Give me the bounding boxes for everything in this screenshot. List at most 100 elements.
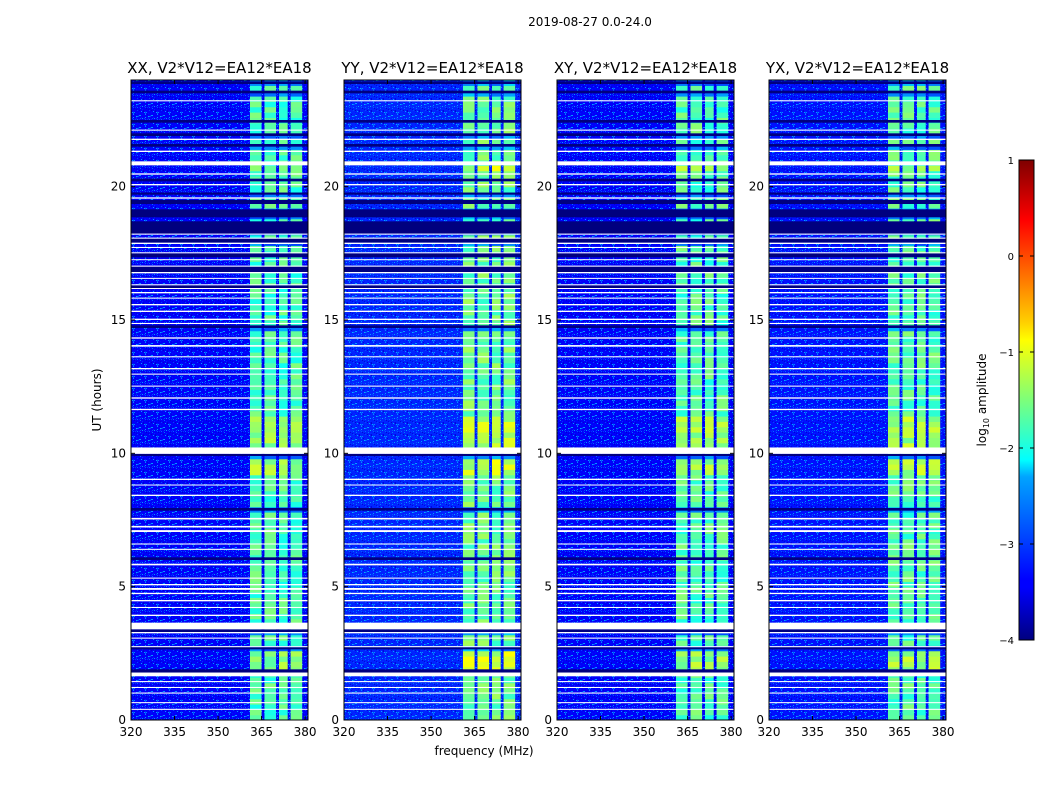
- rfi-cell: [916, 613, 926, 620]
- rfi-cell: [264, 688, 277, 694]
- rfi-cell: [902, 464, 915, 470]
- rfi-cell: [249, 378, 262, 385]
- rfi-cell: [902, 602, 915, 609]
- rfi-cell: [290, 314, 303, 321]
- rfi-cell: [704, 309, 714, 316]
- rfi-cell: [928, 426, 941, 433]
- rfi-cell: [928, 186, 941, 193]
- rfi-cell: [916, 533, 926, 540]
- rfi-cell: [278, 330, 288, 337]
- rfi-cell: [704, 288, 714, 294]
- rfi-cell: [704, 96, 714, 102]
- flagged-row: [557, 584, 734, 586]
- rfi-cell: [249, 650, 262, 657]
- rfi-cell: [503, 474, 516, 481]
- rfi-cell: [290, 688, 303, 694]
- rfi-cell: [690, 496, 703, 502]
- rfi-cell: [491, 298, 501, 305]
- rfi-cell: [690, 362, 703, 369]
- rfi-cell: [928, 613, 941, 620]
- flagged-row: [557, 681, 734, 683]
- rfi-cell: [278, 704, 288, 710]
- rfi-cell: [290, 186, 303, 193]
- rfi-cell: [704, 330, 714, 337]
- rfi-cell: [716, 309, 729, 316]
- flagged-row: [769, 577, 946, 579]
- flagged-row: [131, 478, 308, 480]
- rfi-cell: [503, 288, 516, 294]
- rfi-cell: [491, 522, 501, 529]
- rfi-cell: [491, 330, 501, 337]
- rfi-cell: [290, 682, 303, 689]
- rfi-cell: [704, 410, 714, 417]
- rfi-cell: [503, 138, 516, 145]
- rfi-cell: [477, 522, 490, 529]
- rfi-cell: [887, 277, 900, 284]
- rfi-cell: [928, 421, 941, 428]
- rfi-cell: [704, 432, 714, 438]
- rfi-cell: [477, 192, 490, 198]
- flagged-row: [557, 318, 734, 320]
- rfi-cell: [503, 336, 516, 342]
- axes-frame: [556, 79, 735, 721]
- rfi-cell: [278, 442, 288, 449]
- rfi-cell: [503, 426, 516, 433]
- rfi-cell: [716, 709, 729, 716]
- rfi-cell: [491, 202, 501, 209]
- rfi-cell: [290, 592, 303, 598]
- rfi-cell: [690, 416, 703, 422]
- rfi-cell: [675, 149, 688, 156]
- flagged-row: [131, 592, 308, 595]
- flagged-row: [131, 606, 308, 608]
- rfi-cell: [249, 154, 262, 161]
- rfi-cell: [264, 378, 277, 385]
- flagged-row: [557, 356, 734, 358]
- rfi-cell: [675, 549, 688, 556]
- flagged-row: [769, 173, 946, 175]
- rfi-cell: [887, 357, 900, 364]
- flagged-row: [769, 129, 946, 131]
- rfi-cell: [249, 389, 262, 396]
- rfi-cell: [675, 704, 688, 710]
- rfi-cell: [264, 245, 277, 252]
- rfi-cell: [462, 96, 475, 102]
- rfi-cell: [290, 261, 303, 268]
- flagged-row: [344, 577, 521, 579]
- rfi-cell: [477, 272, 490, 278]
- x-tick-label: 365: [888, 725, 911, 739]
- rfi-cell: [264, 570, 277, 577]
- flagged-row: [769, 681, 946, 683]
- rfi-cell: [249, 480, 262, 486]
- dark-row: [769, 557, 946, 560]
- rfi-cell: [902, 453, 915, 460]
- rfi-cell: [928, 357, 941, 364]
- flagged-row: [557, 197, 734, 199]
- rfi-cell: [503, 165, 516, 172]
- rfi-cell: [716, 480, 729, 486]
- rfi-cell: [462, 522, 475, 529]
- rfi-cell: [290, 501, 303, 508]
- flagged-row: [344, 100, 521, 102]
- rfi-cell: [704, 608, 714, 614]
- rfi-cell: [916, 656, 926, 662]
- rfi-cell: [690, 474, 703, 481]
- rfi-cell: [477, 112, 490, 118]
- panel-title: YY, V2*V12=EA12*EA18: [340, 59, 523, 77]
- rfi-cell: [491, 490, 501, 497]
- dark-row: [557, 508, 734, 511]
- rfi-cell: [264, 496, 277, 502]
- dark-row: [769, 178, 946, 182]
- rfi-cell: [503, 112, 516, 118]
- rfi-cell: [916, 346, 926, 353]
- rfi-cell: [264, 618, 277, 625]
- rfi-cell: [278, 261, 288, 268]
- colorbar-label-tail: amplitude: [975, 354, 989, 418]
- rfi-cell: [716, 368, 729, 374]
- rfi-cell: [928, 96, 941, 102]
- rfi-cell: [902, 378, 915, 385]
- rfi-cell: [675, 165, 688, 172]
- rfi-cell: [290, 101, 303, 108]
- dark-row: [131, 238, 308, 243]
- rfi-cell: [887, 560, 900, 566]
- flagged-row: [131, 237, 308, 239]
